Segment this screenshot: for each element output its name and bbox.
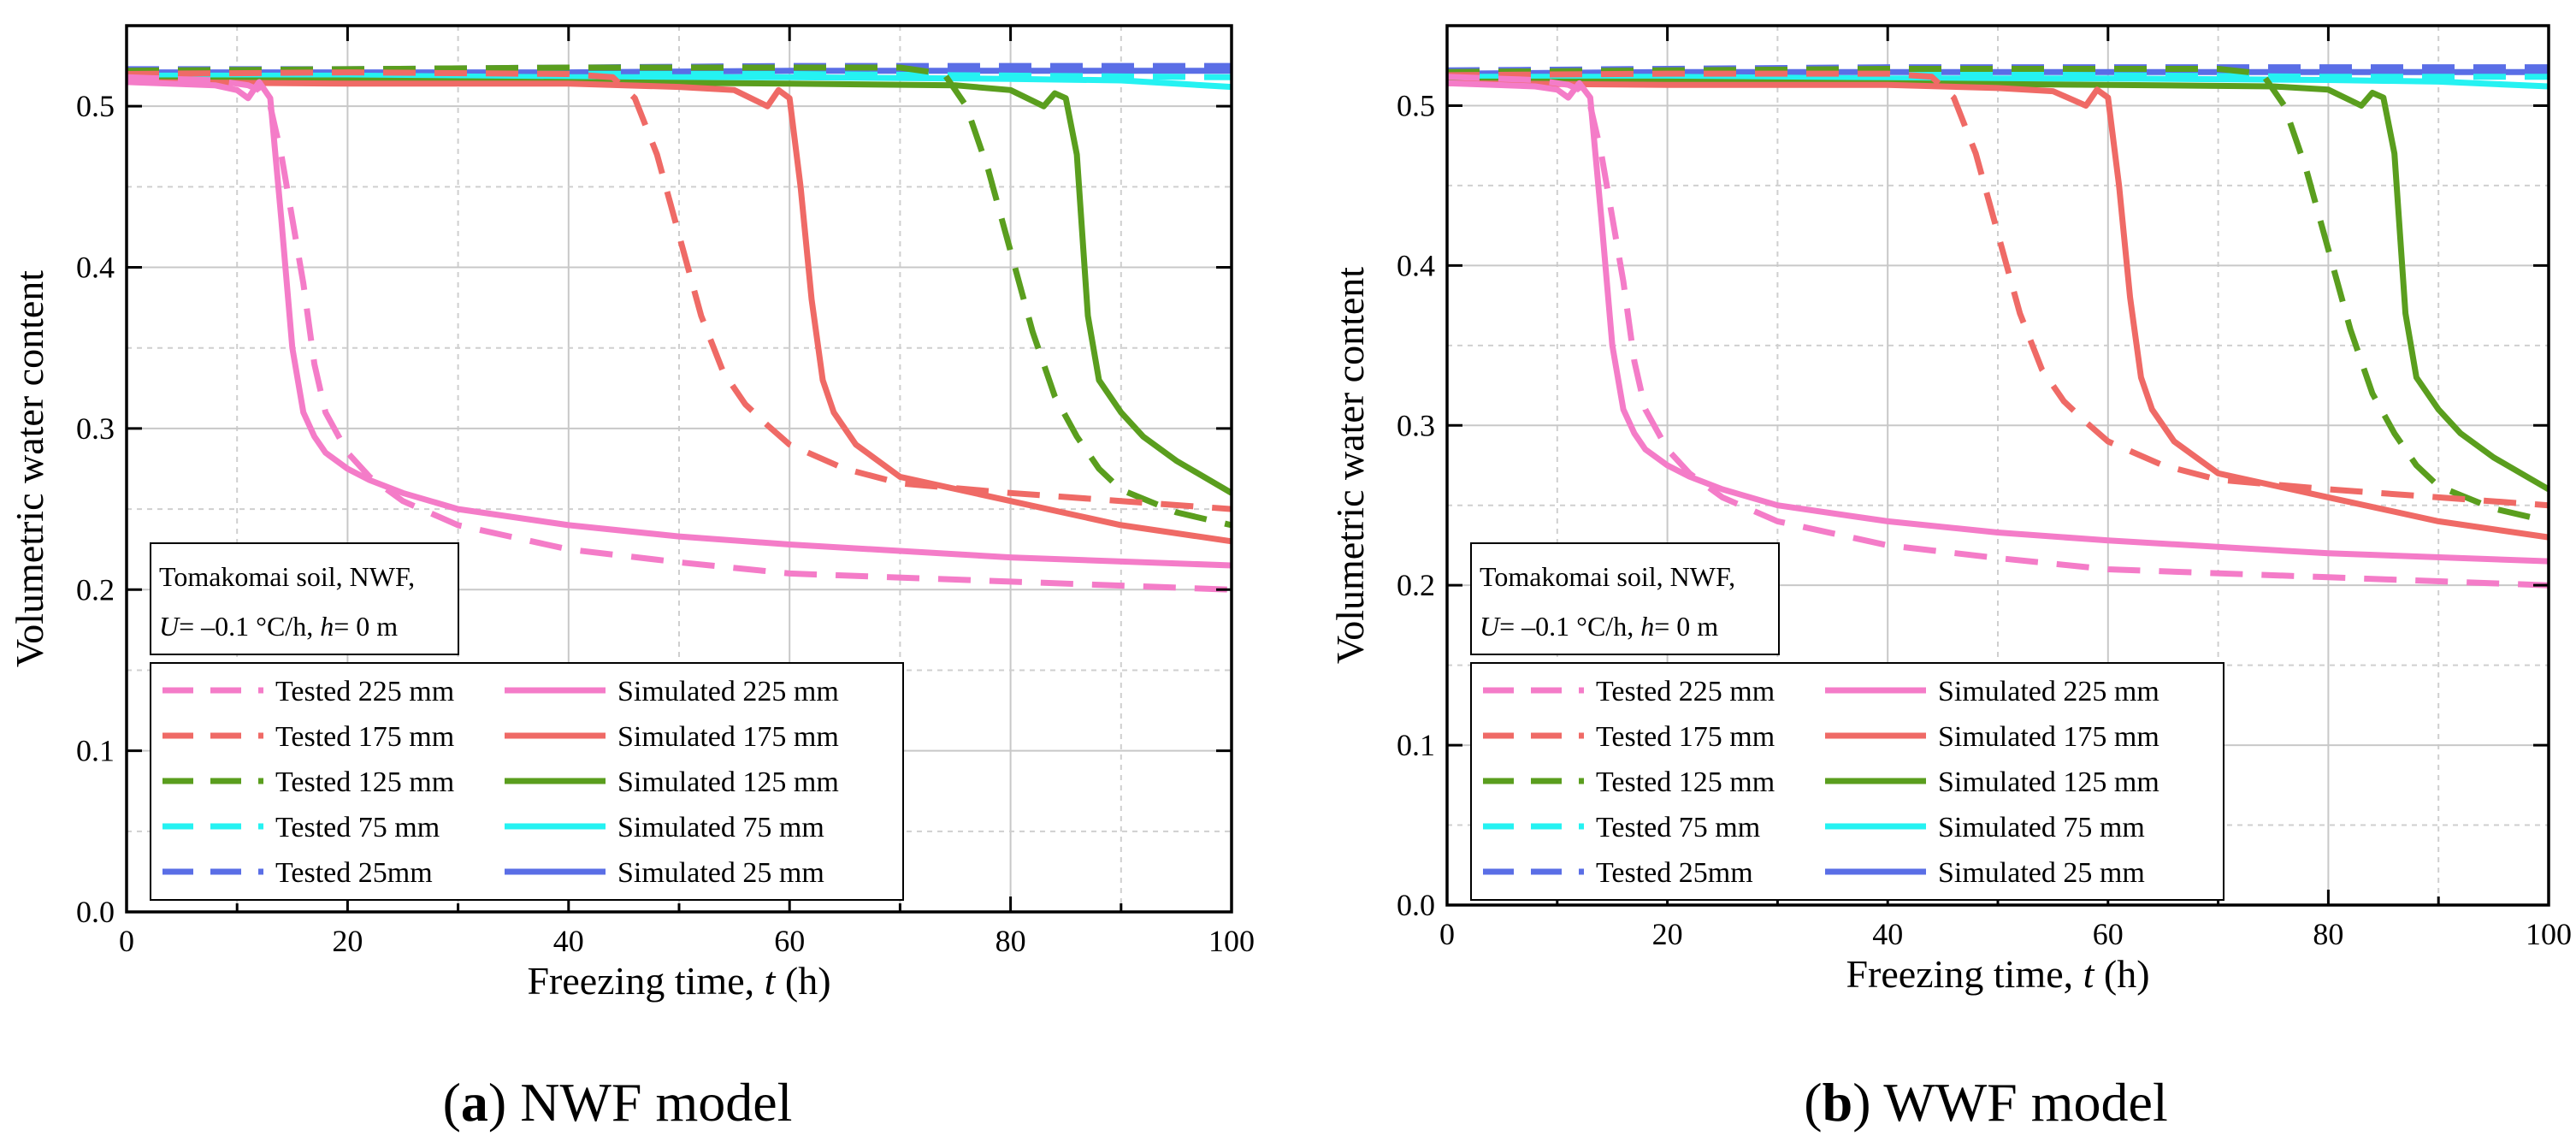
- panel-caption: (b) WWF model: [1804, 1072, 2167, 1133]
- series-line: [126, 79, 1232, 545]
- x-tick-label: 40: [1872, 917, 1903, 951]
- legend-label: Tested 225 mm: [275, 676, 454, 707]
- legend-label: Tested 125 mm: [275, 766, 454, 798]
- series-line: [127, 72, 1232, 91]
- y-tick-label: 0.2: [1397, 568, 1435, 602]
- legend-label: Tested 25mm: [275, 857, 433, 889]
- series-line: [1446, 66, 2549, 524]
- y-tick-label: 0.0: [1397, 888, 1435, 922]
- y-tick-label: 0.3: [1397, 408, 1435, 442]
- annotation-line-1: Tomakomai soil, NWF,: [1480, 561, 1735, 592]
- series-line: [127, 77, 1233, 496]
- x-tick-label: 20: [332, 924, 363, 958]
- x-tick-label: 80: [996, 924, 1026, 958]
- y-tick-label: 0.3: [76, 411, 115, 446]
- series-line: [1446, 80, 2549, 541]
- series-line: [1447, 78, 2550, 493]
- legend-label: Tested 225 mm: [1596, 676, 1775, 707]
- legend-label: Simulated 75 mm: [1938, 812, 2145, 843]
- legend-label: Simulated 175 mm: [1938, 721, 2159, 753]
- series-line: [1446, 74, 2549, 589]
- legend-label: Tested 175 mm: [275, 721, 454, 753]
- y-tick-label: 0.1: [1397, 728, 1435, 762]
- x-tick-label: 100: [2526, 917, 2572, 951]
- x-tick-label: 0: [119, 924, 134, 958]
- y-axis-title: Volumetric water content: [8, 270, 51, 667]
- series-line: [126, 79, 1232, 569]
- annotation-box: [1470, 542, 1780, 655]
- panel-caption: (a) NWF model: [443, 1072, 793, 1133]
- legend-label: Tested 25mm: [1596, 857, 1753, 889]
- chart-panel-a: 0 20 40 60 80 100 0.0 0.1 0.2 0.3 0.4 0.5 Freezing t…: [8, 24, 1255, 1133]
- annotation-line-2: U= –0.1 °C/h, h= 0 m: [1480, 611, 1718, 642]
- y-tick-label: 0.5: [1397, 88, 1435, 122]
- x-tick-label: 60: [774, 924, 805, 958]
- y-tick-label: 0.5: [76, 89, 115, 123]
- series-line: [126, 74, 1232, 593]
- series-line: [1447, 74, 2549, 90]
- x-tick-label: 60: [2093, 917, 2124, 951]
- legend-label: Simulated 75 mm: [617, 812, 824, 843]
- legend-label: Simulated 225 mm: [1938, 676, 2159, 707]
- y-tick-label: 0.1: [76, 734, 115, 768]
- legend-label: Tested 125 mm: [1596, 766, 1775, 798]
- x-axis-title: Freezing time, t (h): [1846, 952, 2149, 996]
- series-line: [126, 64, 1232, 529]
- x-tick-label: 80: [2313, 917, 2343, 951]
- y-axis-title: Volumetric water content: [1328, 267, 1372, 664]
- legend-label: Simulated 125 mm: [1938, 766, 2159, 798]
- x-tick-label: 20: [1652, 917, 1683, 951]
- annotation-box: [150, 542, 459, 655]
- x-tick-label: 40: [553, 924, 584, 958]
- legend-label: Tested 175 mm: [1596, 721, 1775, 753]
- x-axis-title: Freezing time, t (h): [527, 959, 830, 1003]
- legend-label: Tested 75 mm: [1596, 812, 1760, 843]
- legend-label: Simulated 25 mm: [1938, 857, 2145, 889]
- chart-panel-b: 0 20 40 60 80 100 0.0 0.1 0.2 0.3 0.4 0.5 Freezing t…: [1328, 24, 2572, 1133]
- series-line: [1446, 80, 2549, 565]
- y-tick-label: 0.4: [76, 251, 115, 285]
- legend-label: Simulated 25 mm: [617, 857, 824, 889]
- x-tick-label: 100: [1208, 924, 1255, 958]
- annotation-line-2: U= –0.1 °C/h, h= 0 m: [159, 611, 398, 642]
- annotation-line-1: Tomakomai soil, NWF,: [159, 561, 415, 592]
- y-tick-label: 0.4: [1397, 248, 1435, 282]
- legend-label: Simulated 125 mm: [617, 766, 839, 798]
- legend-label: Simulated 225 mm: [617, 676, 839, 707]
- legend-label: Simulated 175 mm: [617, 721, 839, 753]
- y-tick-label: 0.2: [76, 572, 115, 607]
- y-tick-label: 0.0: [76, 895, 115, 929]
- legend-label: Tested 75 mm: [275, 812, 440, 843]
- x-tick-label: 0: [1439, 917, 1455, 951]
